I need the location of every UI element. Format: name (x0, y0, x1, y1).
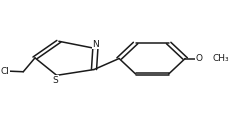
Text: N: N (92, 40, 99, 49)
Text: S: S (53, 76, 58, 85)
Text: Cl: Cl (0, 67, 9, 76)
Text: CH₃: CH₃ (213, 54, 229, 63)
Text: O: O (195, 54, 203, 63)
